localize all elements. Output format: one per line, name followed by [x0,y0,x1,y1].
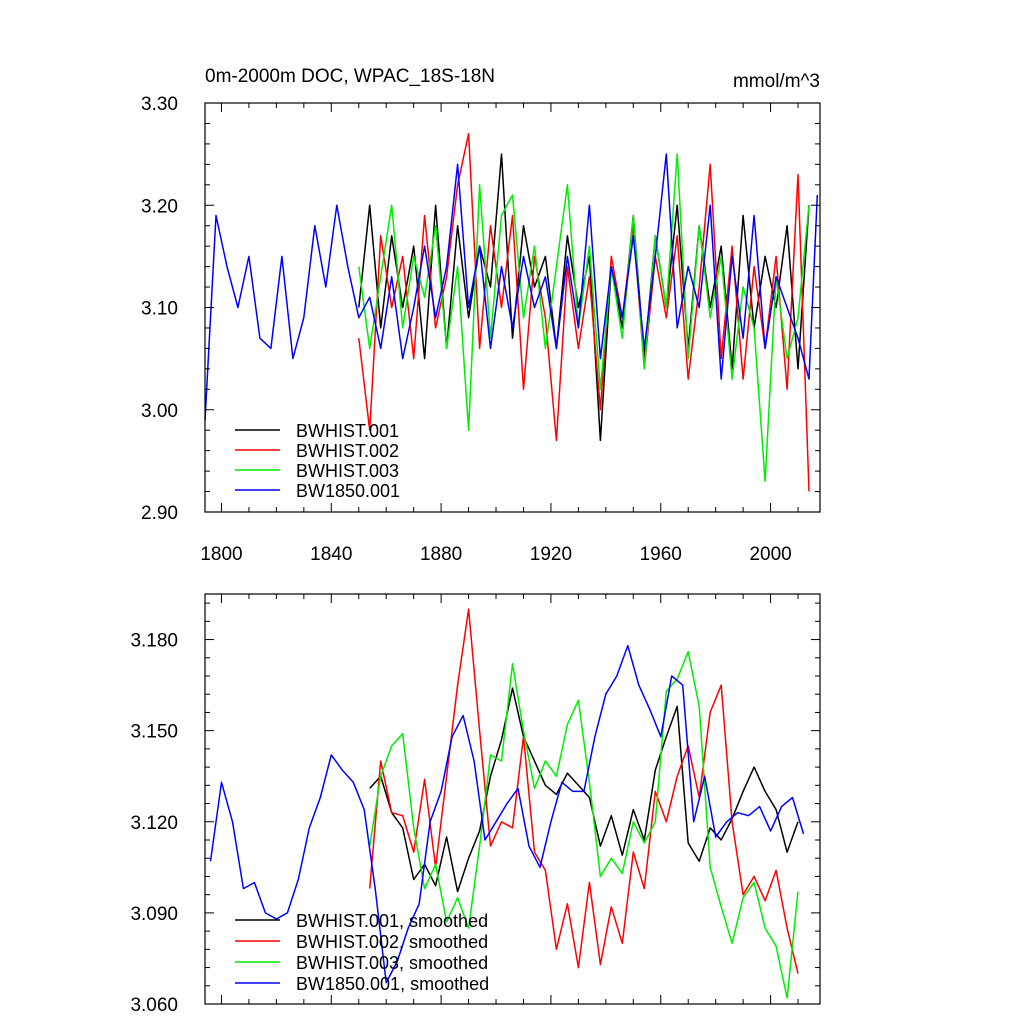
legend-label: BWHIST.003, smoothed [296,953,488,973]
series-line-2 [368,650,799,999]
y-tick-label: 2.90 [141,503,178,524]
x-tick-label: 1960 [640,544,682,565]
legend-label: BW1850.001 [296,481,400,501]
bottom-panel: 3.180 3.150 3.120 3.090 3.060 BWHIST.001, sm… [130,593,821,1016]
y-tick-label: 3.060 [130,995,178,1016]
y-tick-label: 3.090 [130,904,178,925]
plot-frame [204,593,821,1005]
legend-label: BWHIST.002 [296,441,399,461]
x-tick-label: 1880 [420,544,462,565]
plot-frame [204,102,821,513]
legend-label: BWHIST.001 [296,421,399,441]
x-tick-label: 2000 [749,544,791,565]
series-lines [209,608,805,999]
y-tick-label: 3.20 [141,196,178,217]
series-line-2 [358,153,810,483]
series-lines [204,132,819,492]
x-tick-label: 1920 [530,544,572,565]
axis-ticks: 1800 1840 1880 1920 1960 2000 3.30 3.20 3.10 3.00… [141,94,820,565]
y-tick-label: 3.30 [141,94,178,115]
y-tick-label: 3.150 [130,722,178,743]
legend-label: BWHIST.003 [296,461,399,481]
series-line-3 [209,644,805,984]
chart-title: 0m-2000m DOC, WPAC_18S-18N [205,66,495,87]
y-tick-label: 3.120 [130,813,178,834]
x-tick-label: 1840 [310,544,352,565]
legend-label: BWHIST.001, smoothed [296,911,488,931]
series-line-1 [368,608,799,974]
top-panel: 0m-2000m DOC, WPAC_18S-18N mmol/m^3 1800… [141,66,821,565]
y-tick-label: 3.180 [130,631,178,652]
y-tick-label: 3.10 [141,299,178,320]
units-label: mmol/m^3 [733,71,820,92]
x-tick-label: 1800 [200,544,242,565]
legend-label: BW1850.001, smoothed [296,974,489,994]
y-tick-label: 3.00 [141,401,178,422]
series-line-1 [358,132,810,492]
legend-label: BWHIST.002, smoothed [296,932,488,952]
series-line-3 [204,153,819,421]
